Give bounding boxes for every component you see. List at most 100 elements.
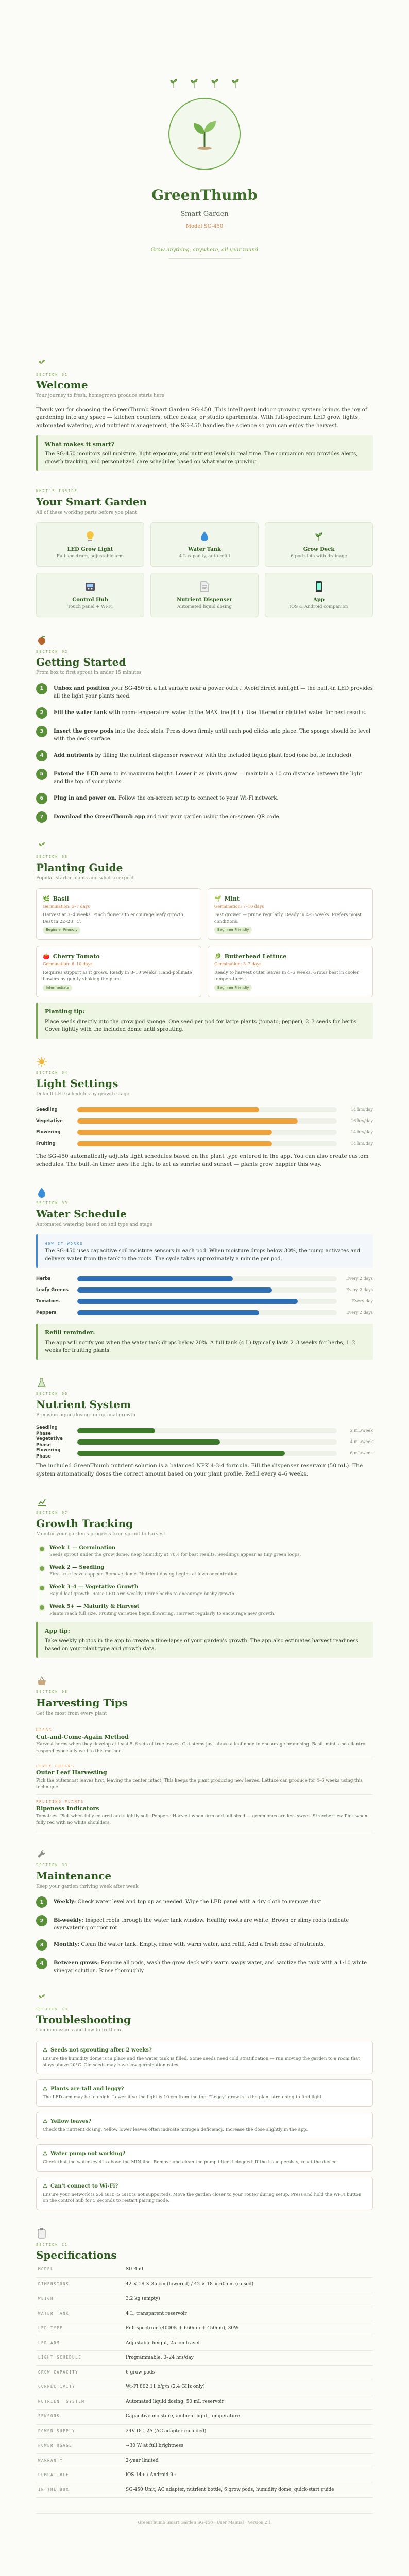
spec-value: 24V DC, 2A (AC adapter included) <box>124 2424 373 2439</box>
cover-tagline: Grow anything, anywhere, all year round <box>150 247 259 253</box>
component-card: Grow Deck 6 pod slots with drainage <box>265 522 373 567</box>
step-number: 6 <box>36 792 47 804</box>
bar-fill <box>77 1141 272 1147</box>
section-title: Planting Guide <box>36 861 123 874</box>
step-item: 1 Unbox and position your SG-450 on a fla… <box>36 683 373 700</box>
difficulty-badge: Beginner Friendly <box>214 985 252 991</box>
section-title: Troubleshooting <box>36 2013 131 2026</box>
brand-title: GreenThumb <box>151 187 258 204</box>
bar-row: Flowering Phase 6 mL/week <box>36 1448 373 1460</box>
bar-track <box>77 1451 337 1456</box>
bar-row: Peppers Every 2 days <box>36 1307 373 1318</box>
component-card: LED Grow Light Full-spectrum, adjustable … <box>36 522 144 567</box>
section-subtitle: Keep your garden thriving week after wee… <box>36 1884 139 1889</box>
logo <box>168 98 241 170</box>
step-item: 3 Monthly: Clean the water tank. Empty, r… <box>36 1939 373 1951</box>
component-desc: 4 L capacity, auto-refill <box>179 554 230 560</box>
spec-value: Full-spectrum (4000K + 660nm + 450nm), 3… <box>124 2321 373 2336</box>
bar-label: Peppers <box>36 1310 57 1315</box>
component-desc: Full-spectrum, adjustable arm <box>56 554 124 560</box>
growth-timeline: Week 1 — Germination Seeds sprout under t… <box>36 1544 373 1617</box>
bar-value: 4 mL/week <box>350 1439 373 1445</box>
wrench-icon <box>38 1850 46 1858</box>
light-bars: Seedling 14 hrs/day Vegetative 16 hrs/day Fl… <box>36 1104 373 1149</box>
harvest-tip: FRUITING PLANTS Ripeness Indicators Tomato… <box>36 1795 373 1831</box>
section-label: SECTION 03 <box>36 855 69 859</box>
bar-value: 2 mL/week <box>350 1428 373 1433</box>
water-bars: Herbs Every 2 days Leafy Greens Every 2 day… <box>36 1273 373 1318</box>
section-specifications: SECTION 11 Specifications MODEL SG-450 DIM… <box>36 2228 373 2498</box>
spec-row: LED TYPE Full-spectrum (4000K + 660nm + 4… <box>36 2321 373 2336</box>
spec-row: GROW CAPACITY 6 grow pods <box>36 2365 373 2380</box>
bar-value: Every 2 days <box>346 1276 373 1281</box>
warning-icon: ⚠ <box>43 2119 47 2124</box>
component-desc: iOS & Android companion <box>289 604 348 610</box>
lightbulb-icon <box>87 531 94 542</box>
bar-label: Leafy Greens <box>36 1287 69 1293</box>
difficulty-badge: Beginner Friendly <box>43 927 81 934</box>
bar-track <box>77 1130 337 1136</box>
section-title: Nutrient System <box>36 1398 131 1411</box>
step-item: 5 Extend the LED arm to its maximum heigh… <box>36 768 373 786</box>
cover: GreenThumb Smart Garden Model SG-450 Gro… <box>36 0 373 340</box>
step-item: 4 Add nutrients by filling the nutrient d… <box>36 750 373 761</box>
spec-value: SG-450 Unit, AC adapter, nutrient bottle… <box>124 2483 373 2498</box>
spec-key: LED TYPE <box>36 2321 124 2336</box>
tomato-icon: 🍅 <box>43 953 50 960</box>
faq-item: ⚠ Plants are tall and leggy? The LED arm m… <box>36 2079 373 2107</box>
step-number: 3 <box>36 725 47 737</box>
bar-label: Seedling Phase <box>36 1425 58 1437</box>
section-garden: WHAT'S INSIDE Your Smart Garden All of t… <box>36 488 373 618</box>
spec-row: COMPATIBLE iOS 14+ / Android 9+ <box>36 2468 373 2483</box>
section-subtitle: Popular starter plants and what to expec… <box>36 875 134 881</box>
spec-value: 3.2 kg (empty) <box>124 2292 373 2307</box>
bar-fill <box>77 1130 272 1136</box>
plant-card: 🌿 Basil Germination: 5–7 days Harvest at 3–… <box>36 888 201 940</box>
sprout-icon <box>39 842 45 851</box>
spec-row: WATER TANK 4 L, transparent reservoir <box>36 2307 373 2321</box>
bar-track <box>77 1439 337 1445</box>
section-welcome: SECTION 01 Welcome Your journey to fresh… <box>36 358 373 471</box>
section-subtitle: Common issues and how to fix them <box>36 2028 121 2033</box>
bar-value: 16 hrs/day <box>351 1118 373 1124</box>
bar-track <box>77 1107 337 1113</box>
smartphone-icon <box>316 581 322 593</box>
callout: Planting tip: Place seeds directly into t… <box>36 1003 373 1039</box>
timeline-item: Week 2 — Seedling First true leaves appea… <box>39 1564 373 1578</box>
section-label: WHAT'S INSIDE <box>36 489 78 494</box>
bar-value: Every 2 days <box>346 1287 373 1293</box>
callout: App tip: Take weekly photos in the app to… <box>36 1622 373 1658</box>
section-subtitle: Monitor your garden's progress from spro… <box>36 1531 166 1537</box>
bar-value: 14 hrs/day <box>351 1107 373 1112</box>
component-title: LED Grow Light <box>67 547 113 553</box>
component-grid: LED Grow Light Full-spectrum, adjustable … <box>36 522 373 618</box>
warning-icon: ⚠ <box>43 2150 47 2157</box>
plant-card: 🥬 Butterhead Lettuce Germination: 3–7 days… <box>208 946 373 998</box>
cover-subtitle: Smart Garden <box>180 210 229 218</box>
timeline-item: Week 1 — Germination Seeds sprout under t… <box>39 1544 373 1558</box>
section-troubleshooting: SECTION 10 Troubleshooting Common issues… <box>36 1992 373 2210</box>
bar-value: Every day <box>352 1299 373 1304</box>
section-light: SECTION 04 Light Settings Default LED sc… <box>36 1056 373 1169</box>
component-title: Water Tank <box>188 547 221 553</box>
spec-key: LED ARM <box>36 2336 124 2351</box>
spec-key: POWER USAGE <box>36 2438 124 2454</box>
section-label: SECTION 06 <box>36 1392 69 1396</box>
basil-icon: 🌿 <box>43 895 50 903</box>
step-number: 5 <box>36 768 47 780</box>
spec-row: CONNECTIVITY Wi-Fi 802.11 b/g/n (2.4 GHz … <box>36 2380 373 2395</box>
component-desc: 6 pod slots with drainage <box>291 554 347 560</box>
spec-key: SENSORS <box>36 2409 124 2425</box>
warning-icon: ⚠ <box>43 2183 47 2189</box>
bar-fill <box>77 1310 259 1316</box>
section-label: SECTION 01 <box>36 372 69 377</box>
section-title: Maintenance <box>36 1869 112 1882</box>
spec-key: CONNECTIVITY <box>36 2380 124 2395</box>
water-drop-icon <box>201 531 208 542</box>
component-card: App iOS & Android companion <box>265 573 373 618</box>
spec-row: LIGHT SCHEDULE Programmable, 0–24 hrs/day <box>36 2350 373 2366</box>
lettuce-icon: 🥬 <box>214 953 221 960</box>
bar-row: Fruiting 14 hrs/day <box>36 1138 373 1149</box>
spec-value: SG-450 <box>124 2263 373 2278</box>
sprout-icon <box>39 360 45 368</box>
